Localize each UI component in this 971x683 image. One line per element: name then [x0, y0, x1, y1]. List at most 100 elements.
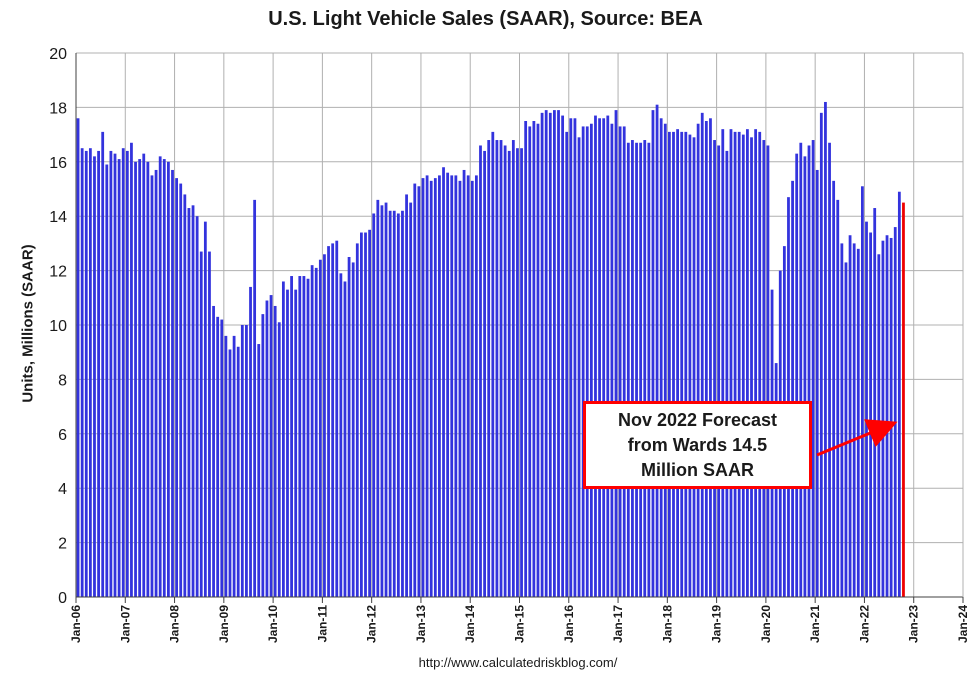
sales-bar	[721, 129, 725, 597]
y-tick-label: 8	[58, 372, 67, 389]
sales-bar	[635, 142, 638, 597]
sales-bar	[142, 153, 146, 597]
sales-bar	[355, 243, 359, 597]
sales-bar	[737, 131, 741, 597]
y-axis-label: Units, Millions (SAAR)	[19, 244, 37, 403]
sales-bar	[700, 112, 704, 597]
sales-bar	[433, 178, 437, 597]
source-url: http://www.calculatedriskblog.com/	[418, 655, 618, 670]
sales-bar	[175, 178, 179, 597]
sales-bar	[458, 180, 462, 597]
sales-bar	[421, 178, 425, 597]
sales-bar	[273, 305, 277, 597]
sales-bar	[450, 175, 454, 597]
sales-bar	[897, 191, 901, 597]
sales-bar	[865, 221, 868, 597]
sales-bar	[138, 159, 142, 597]
sales-bar	[651, 110, 655, 598]
sales-bar	[396, 213, 400, 598]
sales-bar	[203, 221, 207, 597]
sales-bar	[216, 316, 220, 597]
sales-bar	[261, 314, 265, 597]
sales-bar	[754, 129, 758, 597]
sales-bar	[893, 227, 897, 597]
sales-bar	[281, 281, 285, 597]
x-tick-label: Jan-16	[562, 605, 576, 643]
forecast-bar	[902, 202, 905, 597]
sales-bar	[758, 131, 762, 597]
sales-bar	[787, 197, 790, 597]
sales-bar	[696, 123, 700, 597]
sales-bar	[659, 118, 663, 597]
sales-bar	[528, 126, 532, 597]
sales-bar	[162, 159, 166, 597]
x-tick-label: Jan-07	[118, 605, 132, 643]
sales-bar	[663, 123, 667, 597]
sales-bar	[824, 101, 827, 598]
sales-bar	[569, 118, 573, 597]
sales-bar	[819, 112, 823, 597]
sales-bar	[520, 148, 523, 597]
x-tick-label: Jan-08	[168, 605, 182, 643]
sales-bar	[553, 110, 556, 598]
sales-bar	[388, 210, 392, 597]
sales-bar	[368, 229, 372, 598]
x-tick-label: Jan-13	[414, 605, 428, 643]
sales-bar	[577, 137, 581, 597]
sales-bar	[766, 145, 770, 598]
sales-bar	[228, 349, 232, 597]
sales-bar	[709, 118, 712, 597]
annotation-arrow	[816, 419, 898, 457]
sales-bar	[364, 232, 367, 597]
sales-bar	[746, 129, 749, 597]
sales-bar	[413, 183, 417, 597]
sales-bar	[725, 150, 729, 598]
sales-bar	[655, 104, 659, 598]
y-tick-label: 16	[49, 155, 67, 172]
sales-bar	[380, 205, 384, 597]
sales-bar	[335, 240, 339, 597]
sales-bar	[885, 235, 889, 598]
sales-bar	[606, 115, 610, 597]
sales-bar	[692, 137, 696, 597]
sales-bar	[339, 273, 343, 597]
sales-bar	[360, 232, 363, 597]
sales-bar	[618, 126, 622, 597]
sales-bar	[179, 183, 183, 597]
sales-bar	[171, 169, 174, 597]
sales-bar	[684, 131, 688, 597]
sales-bar	[524, 121, 528, 597]
sales-bar	[836, 199, 840, 597]
y-tick-label: 2	[58, 536, 67, 553]
sales-bar	[109, 150, 113, 598]
sales-bar	[631, 140, 634, 598]
sales-bar	[799, 142, 803, 597]
sales-bar	[417, 186, 421, 597]
sales-bar	[622, 126, 626, 597]
sales-bar	[113, 153, 117, 597]
sales-bar	[343, 281, 347, 597]
x-tick-label: Jan-12	[365, 605, 379, 643]
sales-bar	[117, 159, 121, 597]
x-tick-label: Jan-15	[513, 605, 527, 643]
sales-bar	[158, 156, 162, 598]
sales-bar	[269, 295, 273, 597]
sales-bar	[150, 175, 154, 597]
sales-bar	[462, 169, 466, 597]
sales-bar	[511, 140, 515, 598]
x-tick-label: Jan-14	[463, 605, 477, 643]
sales-bar	[187, 208, 191, 598]
x-tick-label: Jan-22	[857, 605, 871, 643]
sales-bar	[208, 251, 211, 597]
sales-bar	[602, 118, 606, 597]
sales-bar	[466, 175, 470, 597]
x-tick-label: Jan-17	[611, 605, 625, 643]
sales-bar	[626, 142, 630, 597]
sales-bar	[323, 254, 326, 597]
sales-bar	[134, 161, 137, 598]
sales-bar	[409, 202, 413, 597]
x-tick-label: Jan-23	[907, 605, 921, 643]
sales-bar	[844, 262, 848, 597]
sales-bar	[401, 210, 404, 597]
sales-bar	[253, 199, 257, 597]
